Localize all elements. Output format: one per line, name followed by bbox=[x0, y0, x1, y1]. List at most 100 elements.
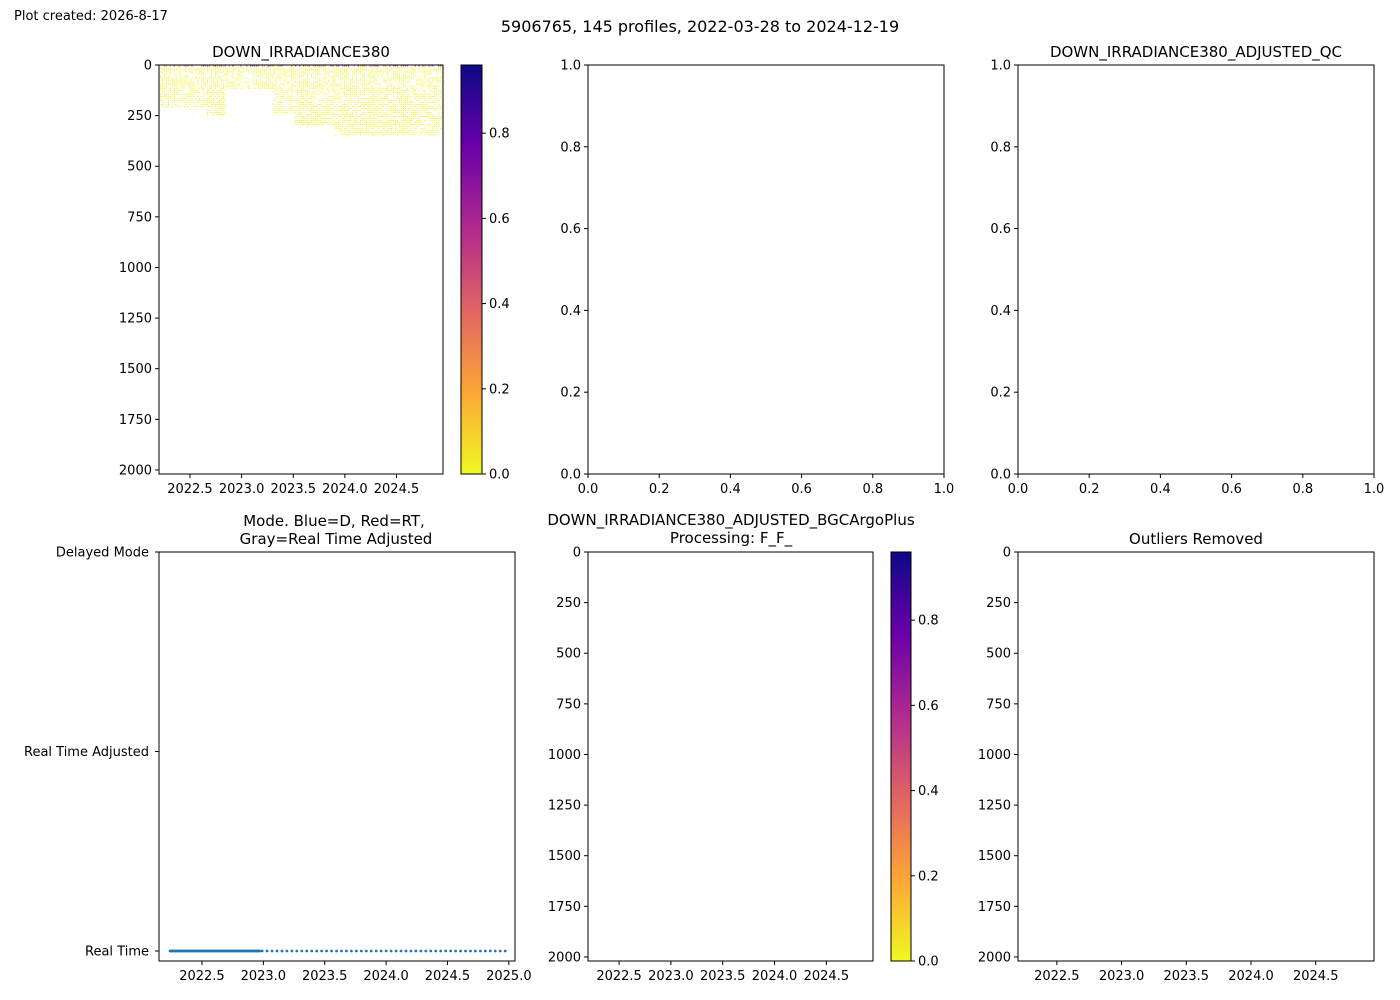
heatmap-cell bbox=[381, 91, 383, 93]
heatmap-cell bbox=[169, 69, 171, 71]
heatmap-cell bbox=[312, 120, 314, 122]
heatmap-cell bbox=[177, 79, 179, 81]
heatmap-cell bbox=[365, 128, 367, 130]
heatmap-cell bbox=[379, 120, 381, 122]
x-axis: 2022.5 2023.0 2023.5 2024.0 2024.5 bbox=[596, 961, 849, 984]
heatmap-cell bbox=[281, 97, 283, 99]
heatmap-cell bbox=[369, 124, 371, 126]
heatmap-cell bbox=[418, 103, 420, 105]
heatmap-cell bbox=[385, 118, 387, 120]
heatmap-cell bbox=[355, 87, 358, 89]
x-tick-label: 2024.0 bbox=[1228, 969, 1274, 984]
heatmap-cell bbox=[193, 87, 195, 89]
heatmap-cell bbox=[438, 85, 440, 87]
heatmap-cell bbox=[206, 77, 209, 79]
heatmap-cell bbox=[310, 93, 312, 95]
heatmap-cell bbox=[349, 132, 352, 134]
heatmap-cell bbox=[383, 87, 385, 89]
heatmap-cell bbox=[328, 99, 330, 101]
heatmap-cell bbox=[428, 101, 430, 103]
heatmap-cell bbox=[195, 97, 197, 99]
y-tick-label: 1.0 bbox=[560, 59, 581, 74]
heatmap-cell bbox=[373, 91, 375, 93]
heatmap-cell bbox=[424, 105, 426, 107]
heatmap-cell bbox=[165, 79, 168, 81]
x-tick-label: 0.8 bbox=[862, 482, 883, 497]
heatmap-cell bbox=[357, 95, 359, 97]
y-tick-label: 500 bbox=[986, 647, 1011, 662]
heatmap-cell bbox=[265, 85, 267, 87]
heatmap-cell bbox=[230, 81, 232, 83]
heatmap-cell bbox=[279, 99, 281, 101]
heatmap-cell bbox=[304, 118, 307, 120]
heatmap-cell bbox=[398, 122, 401, 124]
heatmap-cell bbox=[336, 118, 338, 120]
heatmap-cell bbox=[383, 97, 385, 99]
heatmap-cell bbox=[259, 79, 262, 81]
heatmap-cell bbox=[199, 73, 201, 75]
heatmap-cell bbox=[230, 87, 232, 89]
heatmap-cell bbox=[371, 101, 373, 103]
heatmap-cell bbox=[181, 69, 183, 71]
heatmap-cell bbox=[253, 65, 256, 67]
heatmap-cell bbox=[189, 79, 191, 81]
heatmap-cell bbox=[299, 91, 301, 93]
heatmap-cell bbox=[391, 89, 393, 91]
heatmap-cell bbox=[344, 85, 346, 87]
heatmap-cell bbox=[398, 87, 401, 89]
heatmap-cell bbox=[287, 89, 289, 91]
heatmap-cell bbox=[322, 79, 324, 81]
heatmap-cell bbox=[191, 79, 193, 81]
heatmap-cell bbox=[340, 75, 342, 77]
mode-point bbox=[454, 949, 457, 953]
heatmap-cell bbox=[167, 67, 170, 69]
heatmap-cell bbox=[185, 75, 187, 77]
heatmap-cell bbox=[340, 128, 342, 130]
heatmap-cell bbox=[365, 126, 367, 128]
heatmap-cell bbox=[440, 75, 442, 77]
heatmap-cell bbox=[377, 101, 379, 103]
heatmap-cell bbox=[302, 89, 305, 91]
heatmap-cell bbox=[428, 130, 430, 132]
heatmap-cell bbox=[322, 111, 324, 113]
heatmap-cell bbox=[257, 65, 260, 67]
heatmap-cell bbox=[373, 101, 375, 103]
x-tick-label: 0.6 bbox=[791, 482, 812, 497]
heatmap-cell bbox=[242, 87, 244, 89]
heatmap-cell bbox=[334, 114, 336, 115]
heatmap-cell bbox=[206, 83, 209, 85]
heatmap-cell bbox=[195, 85, 197, 87]
heatmap-cell bbox=[426, 103, 428, 105]
heatmap-cell bbox=[185, 79, 187, 81]
heatmap-cell bbox=[418, 77, 420, 79]
heatmap-cell bbox=[259, 71, 262, 73]
heatmap-cell bbox=[159, 87, 162, 89]
heatmap-cell bbox=[224, 89, 226, 91]
heatmap-cell bbox=[277, 69, 279, 71]
heatmap-cell bbox=[406, 95, 408, 97]
y-tick-label: 1.0 bbox=[990, 59, 1011, 74]
heatmap-cell bbox=[422, 71, 424, 73]
heatmap-cell bbox=[314, 122, 316, 124]
heatmap-cell bbox=[367, 83, 369, 85]
mode-point bbox=[315, 949, 319, 953]
heatmap-cell bbox=[326, 71, 328, 73]
heatmap-cell bbox=[283, 91, 285, 93]
heatmap-cell bbox=[404, 71, 407, 73]
heatmap-cell bbox=[181, 79, 183, 81]
heatmap-cell bbox=[193, 81, 195, 83]
heatmap-cell bbox=[326, 89, 328, 91]
heatmap-cell bbox=[420, 109, 422, 111]
heatmap-cell bbox=[328, 95, 330, 97]
heatmap-cell bbox=[346, 109, 348, 111]
heatmap-cell bbox=[301, 67, 303, 69]
heatmap-cell bbox=[353, 101, 356, 103]
heatmap-cell bbox=[177, 83, 179, 85]
heatmap-cell bbox=[299, 77, 301, 79]
heatmap-cell bbox=[332, 95, 334, 97]
heatmap-cell bbox=[320, 87, 322, 89]
heatmap-cell bbox=[316, 105, 318, 107]
heatmap-cell bbox=[222, 69, 224, 71]
heatmap-cell bbox=[314, 111, 316, 113]
heatmap-cell bbox=[400, 93, 403, 95]
